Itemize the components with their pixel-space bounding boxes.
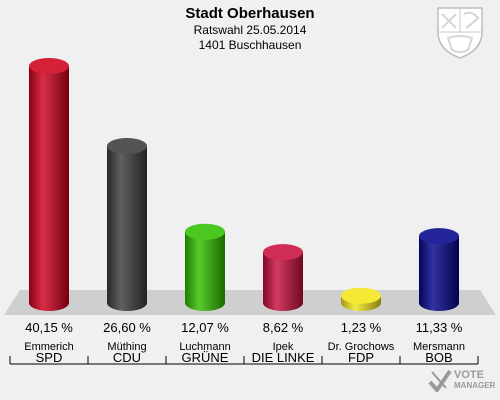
candidate-label: Müthing	[107, 341, 146, 353]
candidate-label: Dr. Grochows	[328, 341, 395, 353]
coat-of-arms-icon	[437, 7, 483, 59]
bar-fdp	[341, 287, 381, 311]
party-label: CDU	[113, 350, 141, 365]
party-label: SPD	[36, 350, 63, 365]
party-label: FDP	[348, 350, 374, 365]
logo-text-vote: VOTE	[454, 369, 484, 381]
candidate-label: Emmerich	[24, 341, 74, 353]
bar-spd	[29, 58, 69, 311]
candidate-label: Ipek	[273, 341, 294, 353]
value-label: 12,07 %	[181, 320, 229, 335]
value-label: 8,62 %	[263, 320, 304, 335]
candidate-label: Mersmann	[413, 341, 465, 353]
bar-cdu	[107, 137, 147, 311]
logo-text-manager: MANAGER	[454, 381, 496, 390]
candidate-label: Luchmann	[179, 341, 230, 353]
value-label: 26,60 %	[103, 320, 151, 335]
district-label: 1401 Buschhausen	[198, 38, 302, 52]
vote-manager-logo: VOTE MANAGER	[428, 368, 498, 396]
election-subtitle: Ratswahl 25.05.2014	[193, 23, 307, 37]
party-label: DIE LINKE	[252, 350, 315, 365]
bar-grüne	[185, 223, 225, 311]
bar-bob	[419, 228, 459, 311]
value-label: 40,15 %	[25, 320, 73, 335]
category-bracket	[9, 356, 479, 365]
bar-die-linke	[263, 244, 303, 311]
party-label: GRÜNE	[182, 350, 229, 365]
value-label: 1,23 %	[341, 320, 382, 335]
value-label: 11,33 %	[416, 320, 463, 335]
party-label: BOB	[425, 350, 452, 365]
chart-title: Stadt Oberhausen	[185, 5, 315, 22]
checkmark-icon	[428, 369, 452, 392]
